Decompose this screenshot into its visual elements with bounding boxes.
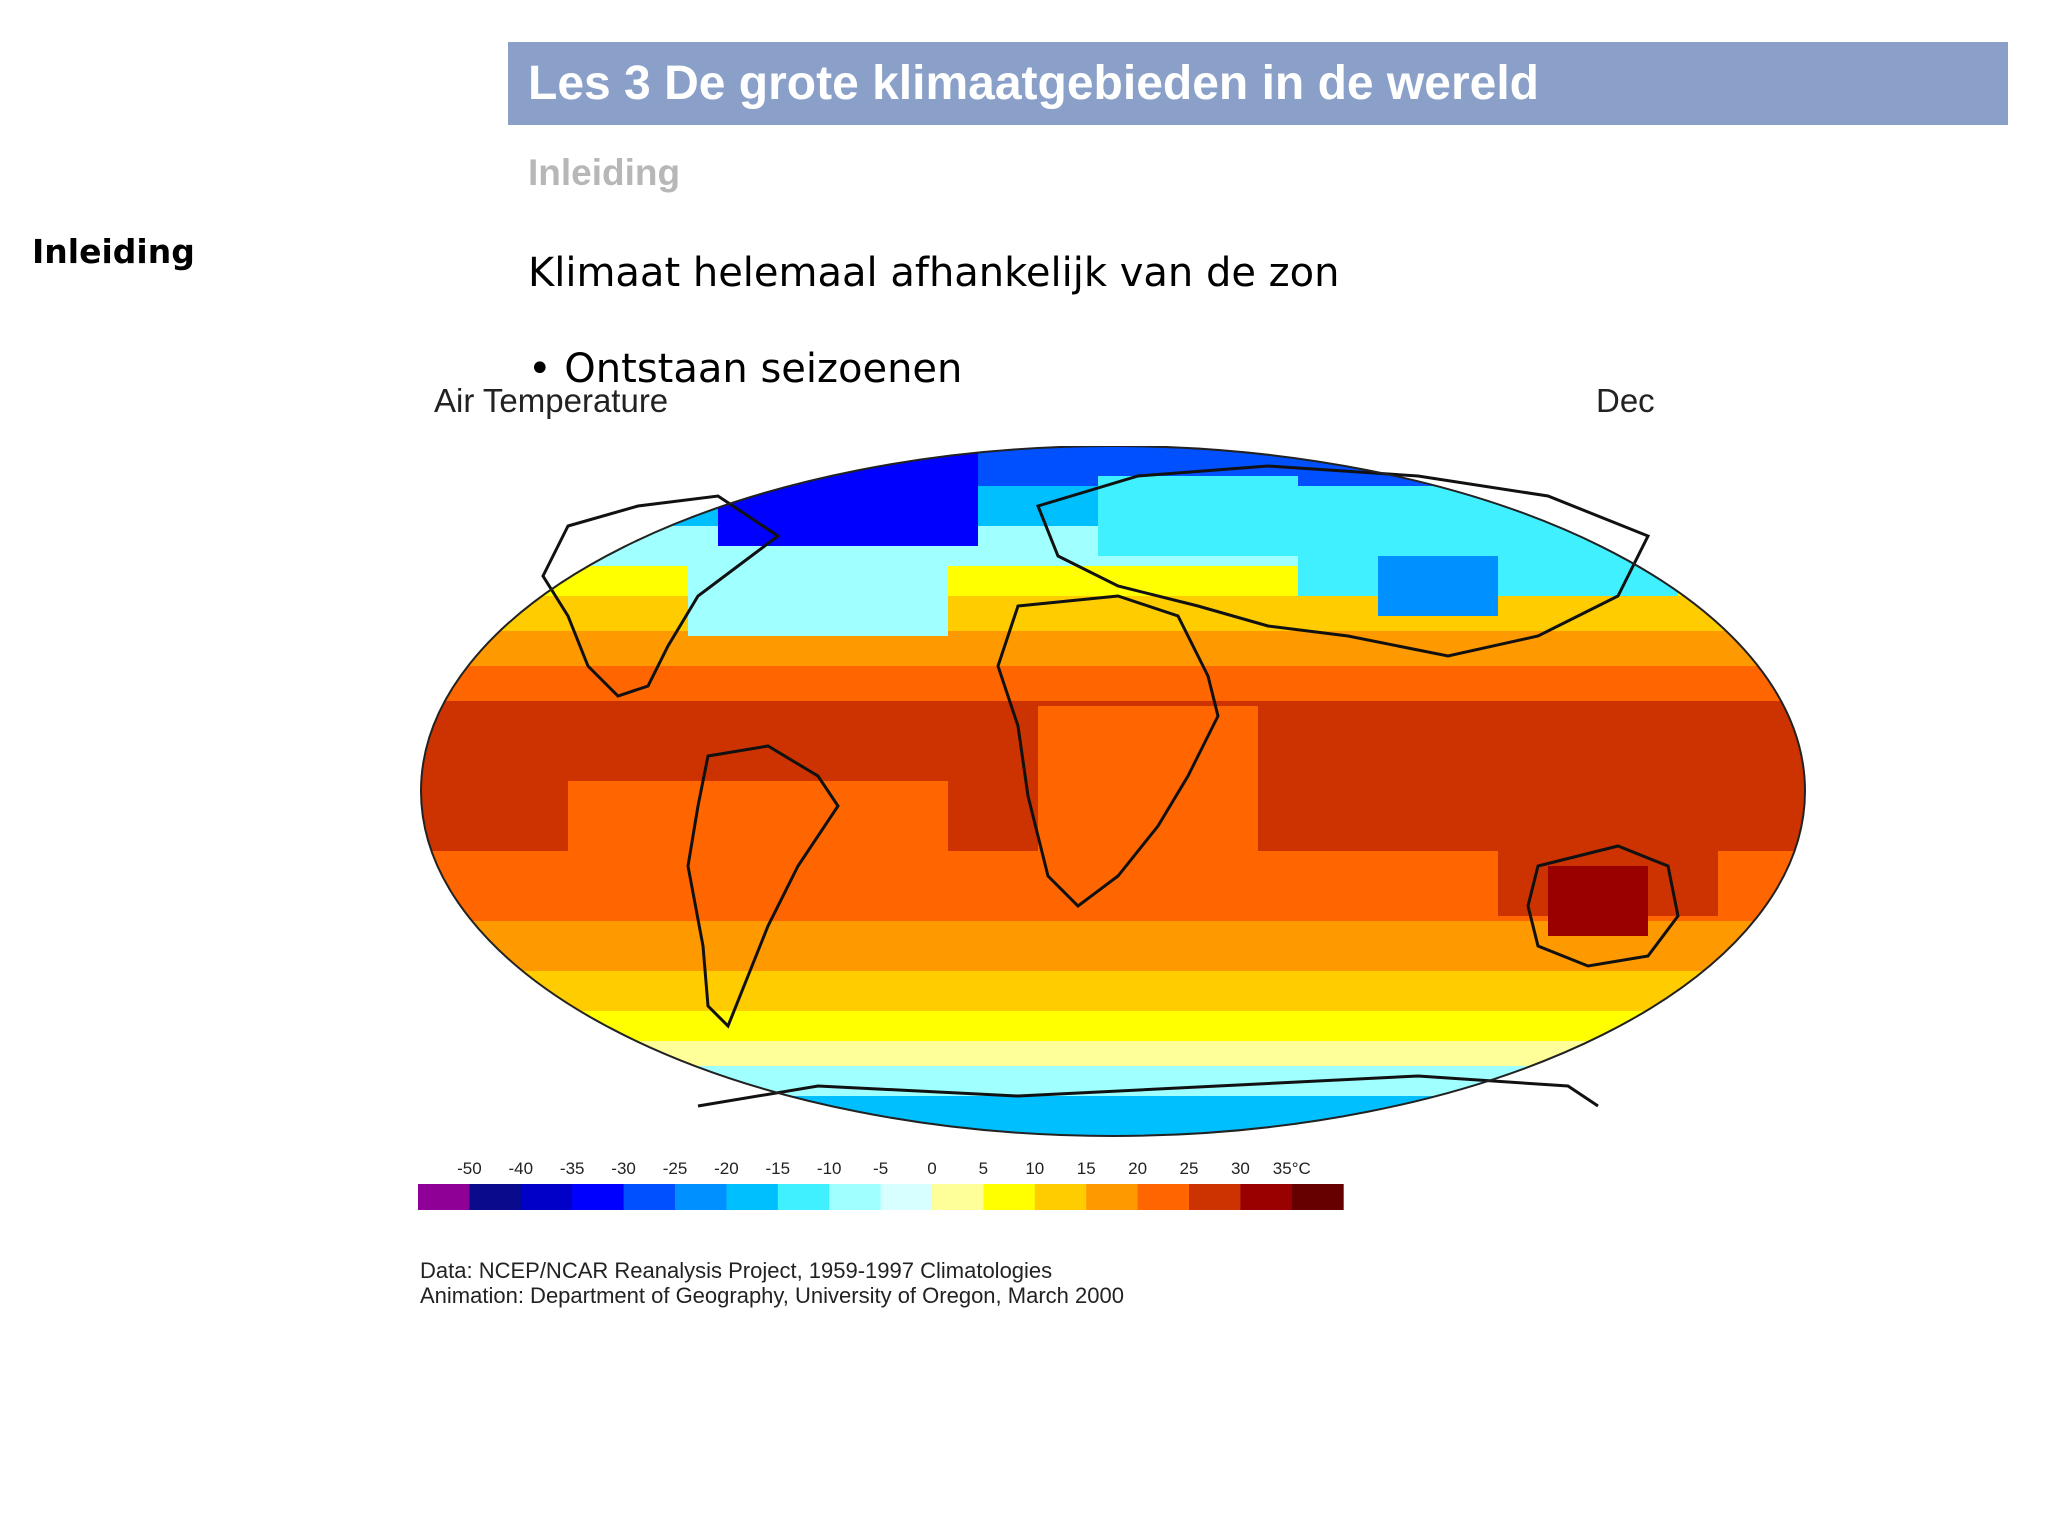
legend-swatch	[829, 1184, 882, 1210]
legend-swatch	[880, 1184, 933, 1210]
coast-north-america	[541, 494, 781, 698]
coast-africa	[996, 594, 1220, 908]
legend-swatch	[1137, 1184, 1190, 1210]
legend-tick-label: -10	[817, 1159, 842, 1178]
coastlines	[541, 464, 1680, 1108]
data-credit: Data: NCEP/NCAR Reanalysis Project, 1959…	[420, 1258, 1053, 1283]
slide-subheading: Inleiding	[528, 152, 681, 193]
legend-swatch	[1240, 1184, 1293, 1210]
map-outline	[420, 446, 1806, 1137]
legend-tick-label: 0	[927, 1159, 936, 1178]
legend-tick-label: 15	[1077, 1159, 1096, 1178]
legend-tick-label: 25	[1180, 1159, 1199, 1178]
map-caption-title: Air Temperature	[434, 382, 669, 419]
legend-ticks: -50 -40 -35 -30 -25 -20 -15 -10 -5 0 5 10 15 20 25 30 35…	[457, 1159, 1311, 1178]
slide-title-text: Les 3 De grote klimaatgebieden in de wer…	[528, 57, 1539, 110]
map-caption-month: Dec	[1596, 382, 1655, 419]
legend-swatch	[1291, 1184, 1344, 1210]
coast-antarctica	[697, 1074, 1599, 1108]
bullet-item: • Ontstaan seizoenen	[528, 346, 963, 392]
slide-title: Les 3 De grote klimaatgebieden in de wer…	[508, 42, 2008, 125]
legend-tick-label: -50	[457, 1159, 482, 1178]
legend-tick-label: -30	[611, 1159, 636, 1178]
legend-swatch	[675, 1184, 727, 1210]
legend-swatch	[932, 1184, 984, 1210]
legend-swatch	[777, 1184, 830, 1210]
body-text: Klimaat helemaal afhankelijk van de zon	[528, 250, 1340, 296]
legend-swatch	[520, 1184, 573, 1210]
legend-swatch	[418, 1184, 470, 1210]
legend-tick-label: 30	[1231, 1159, 1250, 1178]
section-label: Inleiding	[32, 232, 195, 271]
legend-swatch	[726, 1184, 779, 1210]
legend-swatch	[572, 1184, 625, 1210]
temperature-world-map	[420, 446, 1806, 1137]
legend-swatch	[1086, 1184, 1139, 1210]
coast-australia	[1526, 844, 1680, 968]
temperature-bands	[421, 446, 1805, 1136]
legend-colorbar	[418, 1184, 1344, 1210]
legend-tick-label: -35	[560, 1159, 585, 1178]
legend-tick-label: 5	[979, 1159, 988, 1178]
legend-tick-label: 35°C	[1273, 1159, 1311, 1178]
coast-eurasia	[1035, 464, 1651, 658]
legend-tick-label: -15	[766, 1159, 791, 1178]
legend-swatch	[623, 1184, 676, 1210]
legend-swatch	[1189, 1184, 1241, 1210]
legend-swatch	[469, 1184, 522, 1210]
legend-tick-label: 20	[1128, 1159, 1147, 1178]
legend-tick-label: 10	[1025, 1159, 1044, 1178]
legend-tick-label: -25	[663, 1159, 688, 1178]
legend-tick-label: -5	[873, 1159, 888, 1178]
coast-south-america	[686, 744, 840, 1029]
legend-swatch	[1034, 1184, 1087, 1210]
temperature-legend: -50 -40 -35 -30 -25 -20 -15 -10 -5 0 5 10 15 20 25 30 35…	[418, 1159, 1344, 1210]
legend-swatch	[983, 1184, 1036, 1210]
animation-credit: Animation: Department of Geography, Univ…	[420, 1283, 1124, 1308]
legend-tick-label: -20	[714, 1159, 739, 1178]
legend-tick-label: -40	[509, 1159, 534, 1178]
